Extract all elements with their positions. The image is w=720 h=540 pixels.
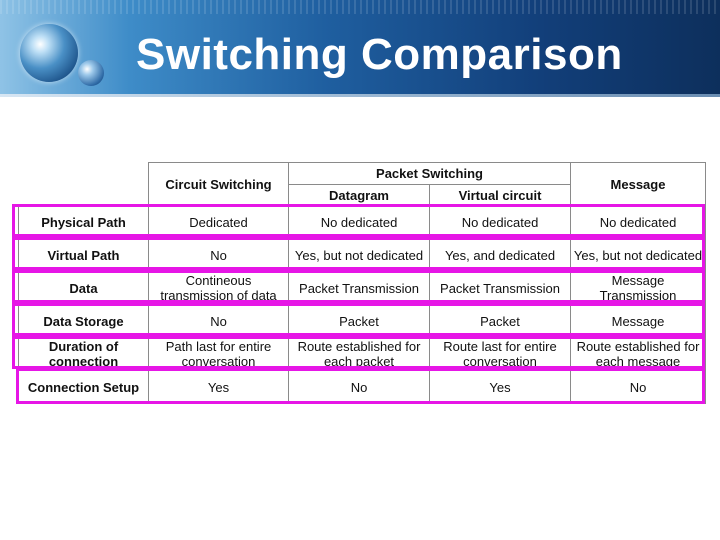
cell-message: No xyxy=(570,370,706,404)
banner-stripes xyxy=(0,0,720,14)
cell-circuit: Yes xyxy=(148,370,289,404)
slide-title: Switching Comparison xyxy=(136,30,623,79)
cell-virtual-circuit: Route last for entire conversation xyxy=(429,337,571,371)
row-highlight-box xyxy=(12,204,705,237)
cell-virtual-circuit: No dedicated xyxy=(429,205,571,239)
cell-datagram: Yes, but not dedicated xyxy=(288,238,430,272)
cell-message: No dedicated xyxy=(570,205,706,239)
cell-datagram: No xyxy=(288,370,430,404)
cell-circuit: Contineous transmission of data xyxy=(148,271,289,305)
header-packet-switching: Packet Switching xyxy=(288,162,571,185)
cell-datagram: Route established for each packet xyxy=(288,337,430,371)
header-circuit-switching: Circuit Switching xyxy=(148,162,289,206)
table-row: Virtual Path No Yes, but not dedicated Y… xyxy=(18,238,706,272)
row-label: Duration of connection xyxy=(18,337,149,371)
table-row: Duration of connection Path last for ent… xyxy=(18,337,706,371)
header-virtual-circuit: Virtual circuit xyxy=(429,184,571,206)
globe-logo-icon xyxy=(20,24,78,82)
empty-corner-cell xyxy=(18,162,149,206)
banner-divider xyxy=(0,94,720,97)
cell-message: Message xyxy=(570,304,706,338)
header-message: Message xyxy=(570,162,706,206)
table-row: Data Storage No Packet Packet Message xyxy=(18,304,706,338)
row-highlight-box xyxy=(12,336,705,369)
row-highlight-box xyxy=(12,303,705,336)
cell-circuit: No xyxy=(148,238,289,272)
small-globe-icon xyxy=(78,60,104,86)
cell-virtual-circuit: Yes, and dedicated xyxy=(429,238,571,272)
cell-virtual-circuit: Packet xyxy=(429,304,571,338)
header-datagram: Datagram xyxy=(288,184,430,206)
row-label: Virtual Path xyxy=(18,238,149,272)
title-banner xyxy=(0,0,720,96)
row-highlight-box xyxy=(12,270,705,303)
row-highlight-box xyxy=(16,368,705,404)
row-highlight-box xyxy=(12,237,705,270)
